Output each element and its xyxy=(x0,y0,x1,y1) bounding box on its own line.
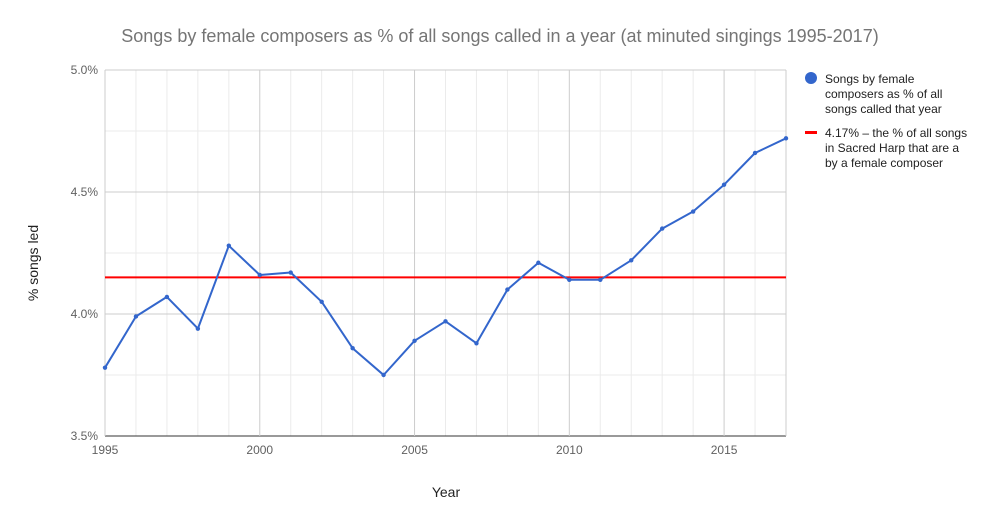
x-tick-label: 2000 xyxy=(246,443,273,457)
data-point xyxy=(133,314,139,319)
legend-marker-reference xyxy=(805,131,817,134)
data-point xyxy=(752,150,758,156)
data-point xyxy=(474,341,479,346)
y-axis-title: % songs led xyxy=(25,225,41,301)
series-group xyxy=(102,136,789,378)
data-point xyxy=(257,272,262,278)
data-point xyxy=(381,372,386,378)
data-point xyxy=(288,270,293,275)
data-point xyxy=(102,365,108,370)
data-point xyxy=(412,338,417,344)
x-axis-title: Year xyxy=(432,484,461,500)
data-point xyxy=(721,182,727,187)
legend-label-reference: 4.17% – the % of all songs xyxy=(825,126,967,140)
chart-title: Songs by female composers as % of all so… xyxy=(121,26,878,46)
data-point xyxy=(505,287,510,292)
legend-label-female-songs: Songs by female xyxy=(825,72,915,86)
y-tick-label: 5.0% xyxy=(71,63,99,77)
legend-label-female-songs: composers as % of all xyxy=(825,87,942,101)
data-point xyxy=(164,294,170,300)
data-point xyxy=(536,260,541,265)
data-point xyxy=(567,277,572,283)
y-tick-label: 4.5% xyxy=(71,185,99,199)
data-point xyxy=(319,299,324,304)
data-point xyxy=(629,258,634,263)
data-point xyxy=(226,243,232,248)
data-point xyxy=(598,277,603,283)
legend-label-female-songs: songs called that year xyxy=(825,102,942,116)
x-tick-label: 2015 xyxy=(711,443,738,457)
legend-label-reference: by a female composer xyxy=(825,156,943,170)
y-tick-label: 4.0% xyxy=(71,307,99,321)
data-point xyxy=(659,226,665,231)
grid xyxy=(104,69,787,437)
data-point xyxy=(690,209,696,214)
x-tick-label: 1995 xyxy=(92,443,119,457)
y-tick-label: 3.5% xyxy=(71,429,99,443)
x-tick-label: 2005 xyxy=(401,443,428,457)
data-point xyxy=(350,345,355,351)
data-point xyxy=(443,319,448,324)
data-point xyxy=(783,136,789,141)
tick-labels: 1995 2000 2005 2010 2015 3.5% 4.0% 4.5% 5.0% xyxy=(71,63,738,457)
x-tick-label: 2010 xyxy=(556,443,583,457)
legend-marker-female-songs xyxy=(805,72,817,84)
legend-label-reference: in Sacred Harp that are a xyxy=(825,141,959,155)
data-point xyxy=(195,326,201,331)
